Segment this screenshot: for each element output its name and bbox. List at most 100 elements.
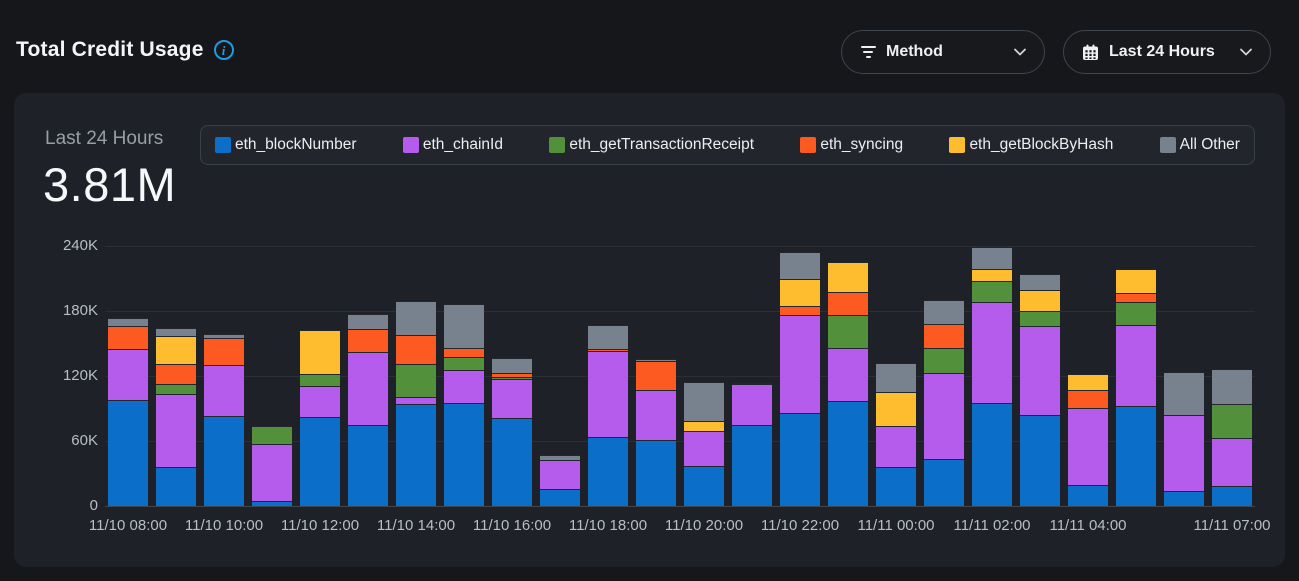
- bar-segment[interactable]: [1068, 374, 1108, 390]
- stacked-bar[interactable]: [1068, 374, 1108, 506]
- bar-segment[interactable]: [1212, 486, 1252, 506]
- bar-segment[interactable]: [156, 328, 196, 336]
- bar-segment[interactable]: [300, 417, 340, 506]
- bar-segment[interactable]: [396, 335, 436, 364]
- bar-segment[interactable]: [924, 324, 964, 348]
- legend-item[interactable]: eth_blockNumber: [215, 136, 356, 154]
- info-icon[interactable]: i: [213, 40, 234, 60]
- bar-segment[interactable]: [396, 364, 436, 397]
- bar-segment[interactable]: [300, 374, 340, 386]
- bar-segment[interactable]: [204, 365, 244, 416]
- stacked-bar[interactable]: [732, 383, 772, 506]
- stacked-bar[interactable]: [492, 358, 532, 506]
- bar-segment[interactable]: [828, 348, 868, 401]
- bar-segment[interactable]: [444, 348, 484, 357]
- legend-item[interactable]: eth_chainId: [402, 136, 503, 154]
- bar-segment[interactable]: [684, 382, 724, 421]
- bar-segment[interactable]: [828, 401, 868, 506]
- stacked-bar[interactable]: [828, 262, 868, 506]
- stacked-bar[interactable]: [588, 325, 628, 506]
- bar-segment[interactable]: [876, 426, 916, 467]
- stacked-bar[interactable]: [252, 426, 292, 506]
- bar-segment[interactable]: [156, 336, 196, 364]
- stacked-bar[interactable]: [108, 318, 148, 506]
- stacked-bar[interactable]: [876, 363, 916, 506]
- bar-segment[interactable]: [780, 413, 820, 506]
- bar-segment[interactable]: [1116, 293, 1156, 302]
- bar-segment[interactable]: [1116, 406, 1156, 506]
- bar-segment[interactable]: [972, 302, 1012, 403]
- bar-segment[interactable]: [1212, 438, 1252, 486]
- bar-segment[interactable]: [1164, 491, 1204, 506]
- bar-segment[interactable]: [156, 394, 196, 467]
- bar-segment[interactable]: [156, 467, 196, 506]
- bar-segment[interactable]: [828, 292, 868, 315]
- bar-segment[interactable]: [876, 467, 916, 506]
- bar-segment[interactable]: [732, 425, 772, 506]
- legend-item[interactable]: eth_syncing: [800, 136, 903, 154]
- bar-segment[interactable]: [780, 306, 820, 315]
- bar-segment[interactable]: [108, 326, 148, 349]
- bar-segment[interactable]: [444, 357, 484, 370]
- bar-segment[interactable]: [348, 352, 388, 425]
- bar-segment[interactable]: [300, 330, 340, 374]
- stacked-bar[interactable]: [1020, 274, 1060, 506]
- stacked-bar[interactable]: [348, 314, 388, 506]
- bar-segment[interactable]: [1020, 326, 1060, 415]
- bar-segment[interactable]: [588, 351, 628, 437]
- time-range-dropdown[interactable]: Last 24 Hours: [1063, 30, 1271, 74]
- bar-segment[interactable]: [252, 426, 292, 444]
- stacked-bar[interactable]: [1212, 369, 1252, 506]
- bar-segment[interactable]: [876, 363, 916, 392]
- bar-segment[interactable]: [540, 455, 580, 460]
- stacked-bar[interactable]: [636, 359, 676, 506]
- bar-segment[interactable]: [1116, 302, 1156, 325]
- bar-segment[interactable]: [780, 279, 820, 306]
- bar-segment[interactable]: [684, 431, 724, 466]
- bar-segment[interactable]: [1116, 269, 1156, 293]
- bar-segment[interactable]: [252, 501, 292, 506]
- bar-segment[interactable]: [108, 400, 148, 506]
- stacked-bar[interactable]: [924, 300, 964, 506]
- stacked-bar[interactable]: [540, 455, 580, 506]
- bar-segment[interactable]: [636, 390, 676, 440]
- bar-segment[interactable]: [732, 384, 772, 425]
- bar-segment[interactable]: [684, 421, 724, 431]
- bar-segment[interactable]: [156, 384, 196, 394]
- bar-segment[interactable]: [348, 314, 388, 329]
- bar-segment[interactable]: [1164, 415, 1204, 491]
- bar-segment[interactable]: [396, 301, 436, 335]
- bar-segment[interactable]: [540, 489, 580, 506]
- bar-segment[interactable]: [732, 383, 772, 384]
- stacked-bar[interactable]: [204, 334, 244, 506]
- bar-segment[interactable]: [348, 329, 388, 352]
- bar-segment[interactable]: [636, 359, 676, 361]
- bar-segment[interactable]: [924, 459, 964, 506]
- bar-segment[interactable]: [588, 325, 628, 349]
- bar-segment[interactable]: [492, 358, 532, 373]
- bar-segment[interactable]: [1116, 325, 1156, 406]
- bar-segment[interactable]: [1020, 311, 1060, 326]
- bar-segment[interactable]: [588, 437, 628, 506]
- stacked-bar[interactable]: [396, 301, 436, 506]
- bar-segment[interactable]: [1068, 485, 1108, 506]
- bar-segment[interactable]: [1068, 408, 1108, 485]
- bar-segment[interactable]: [396, 404, 436, 506]
- bar-segment[interactable]: [108, 318, 148, 326]
- bar-segment[interactable]: [1020, 274, 1060, 290]
- bar-segment[interactable]: [924, 373, 964, 459]
- bar-segment[interactable]: [1164, 372, 1204, 415]
- stacked-bar[interactable]: [156, 328, 196, 506]
- bar-segment[interactable]: [444, 304, 484, 348]
- stacked-bar[interactable]: [1116, 269, 1156, 506]
- legend-item[interactable]: eth_getBlockByHash: [949, 136, 1113, 154]
- bar-segment[interactable]: [972, 281, 1012, 302]
- bar-segment[interactable]: [780, 315, 820, 413]
- bar-segment[interactable]: [972, 403, 1012, 506]
- bar-segment[interactable]: [540, 460, 580, 489]
- bar-segment[interactable]: [924, 300, 964, 324]
- bar-segment[interactable]: [156, 364, 196, 384]
- bar-segment[interactable]: [636, 361, 676, 390]
- method-filter-dropdown[interactable]: Method: [841, 30, 1045, 74]
- bar-segment[interactable]: [828, 315, 868, 348]
